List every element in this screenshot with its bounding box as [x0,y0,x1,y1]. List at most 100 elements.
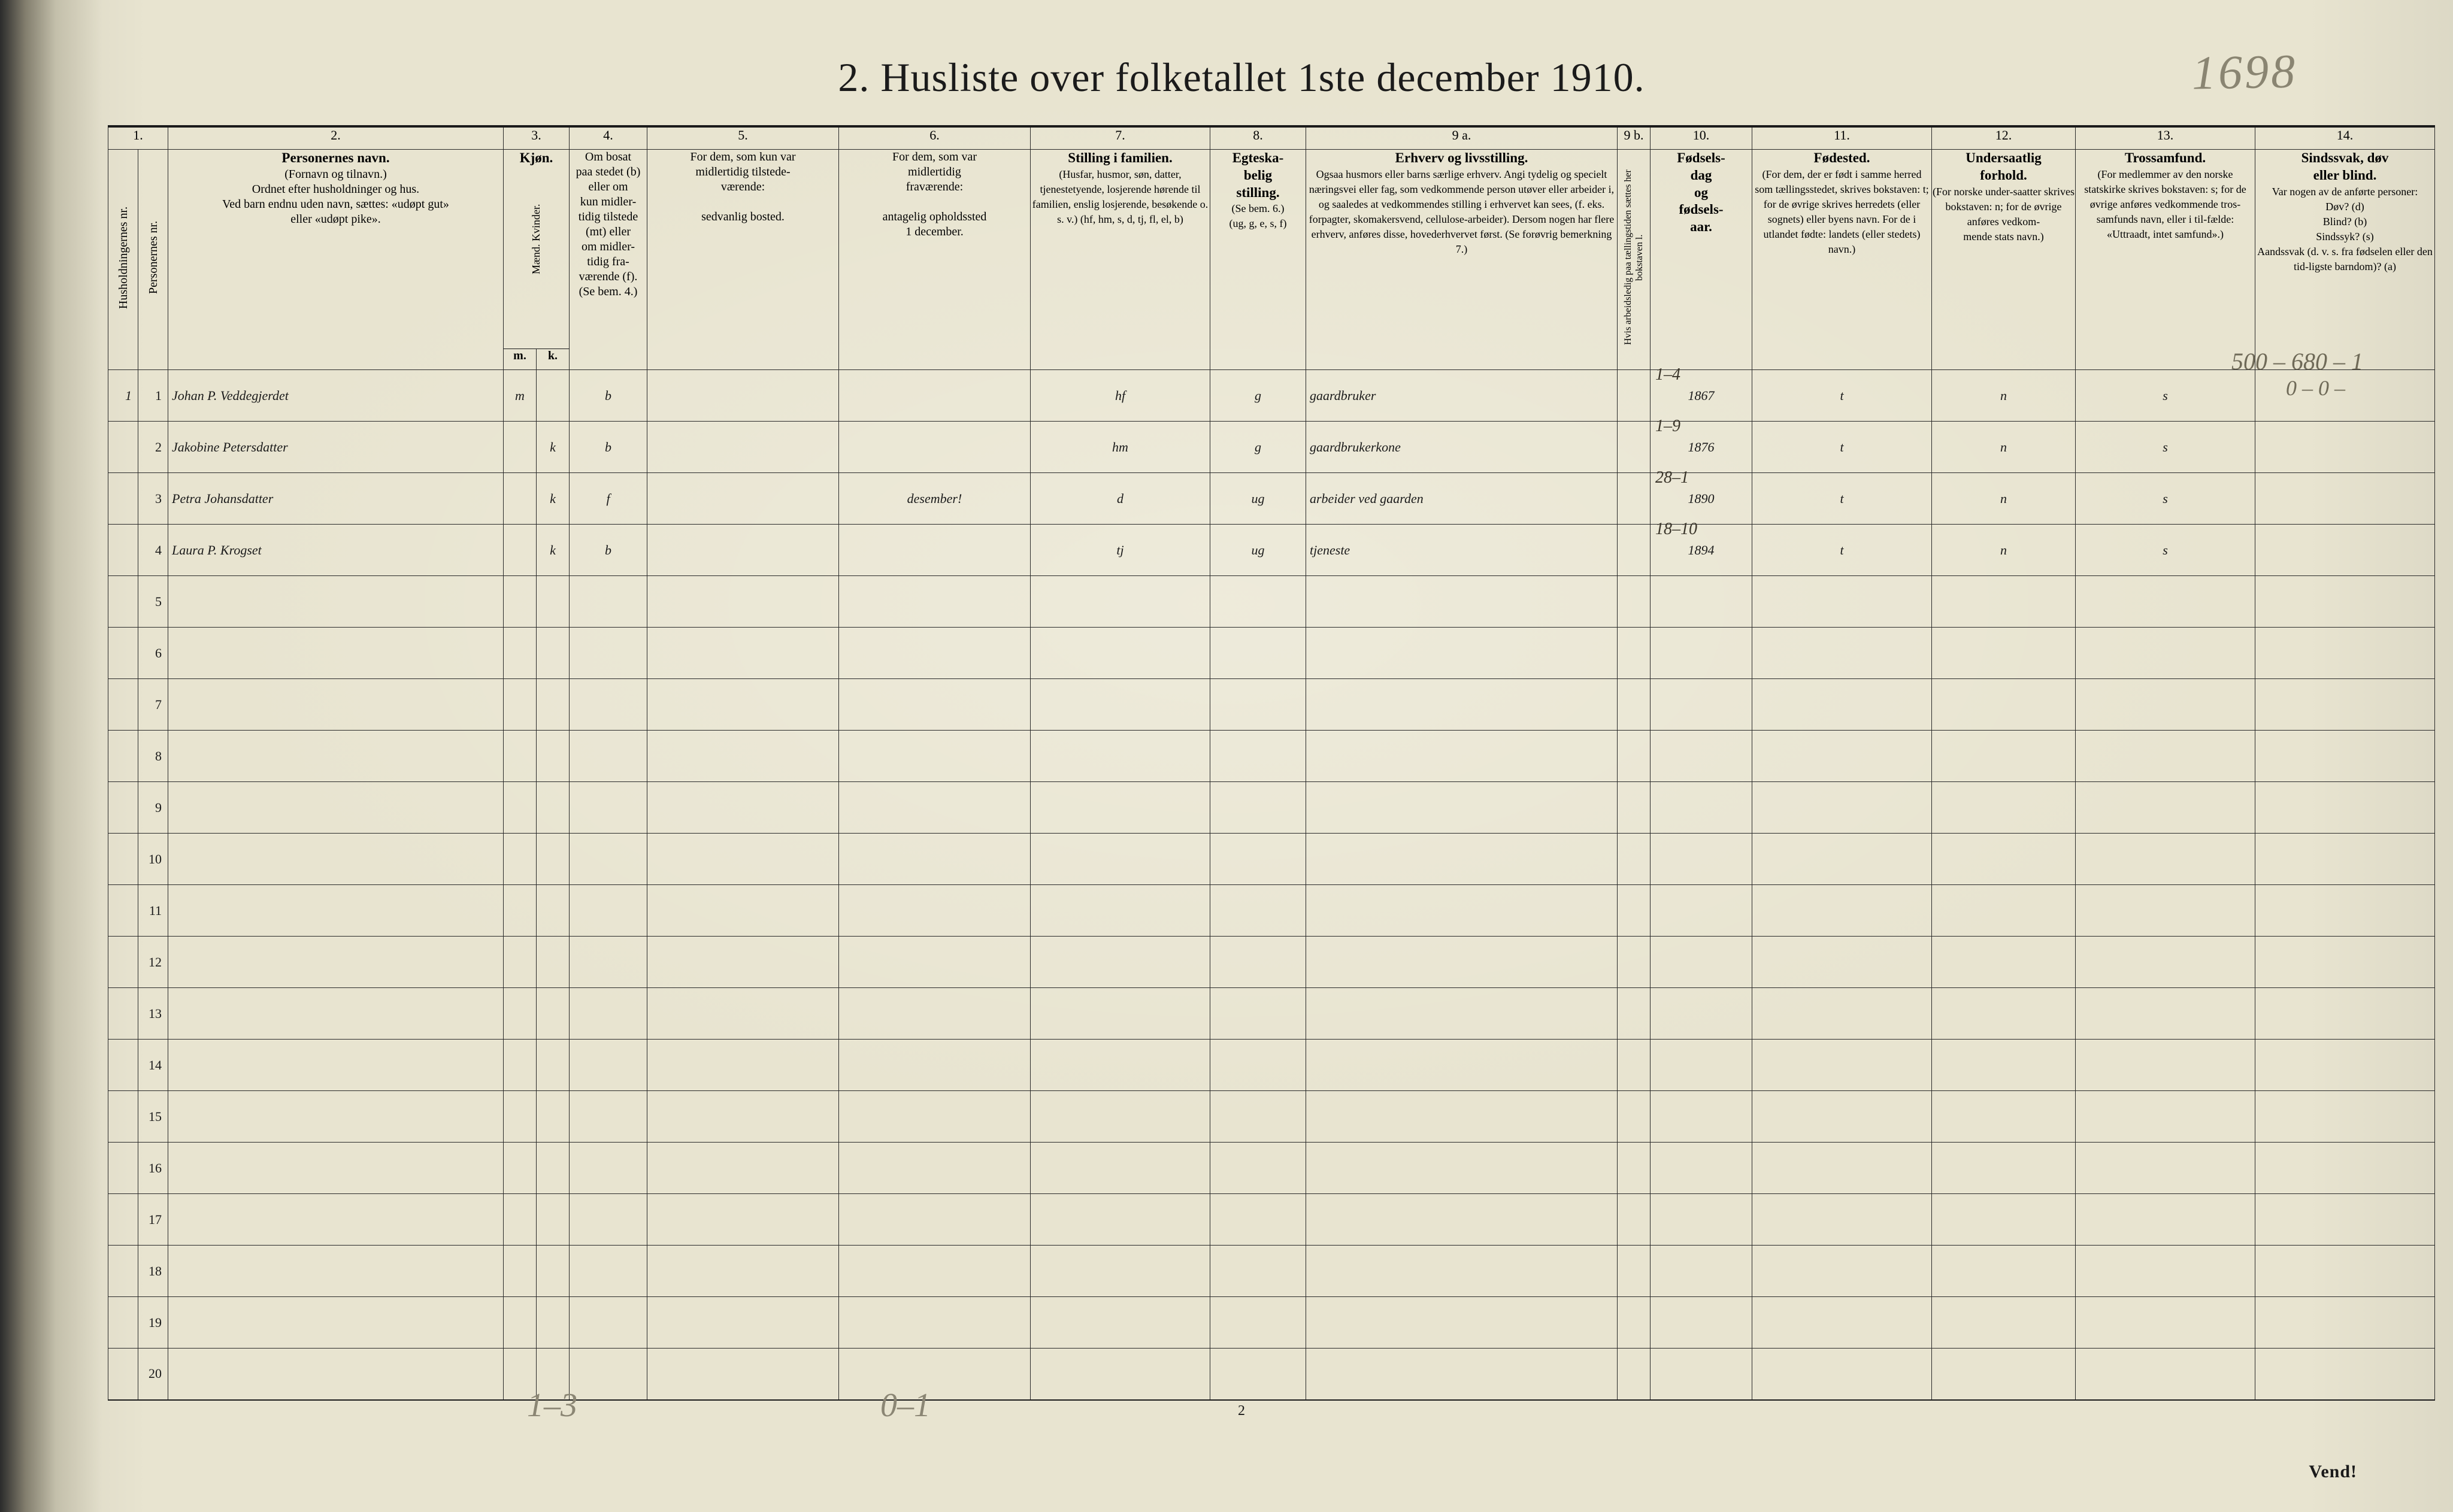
head-bosat: Om bosat paa stedet (b) eller om kun mid… [570,150,647,370]
cell-name: Jakobine Petersdatter [168,422,504,473]
table-row: 4Laura P. Krogsetkbtjugtjeneste189418–10… [108,525,2435,576]
cell-blank [1031,1040,1210,1091]
cell-egte: g [1210,422,1306,473]
cell-blank [1031,576,1210,628]
table-row-blank: 10 [108,834,2435,885]
cell-sex-m [504,422,537,473]
cell-blank [537,1091,570,1143]
cell-blank [1306,731,1618,782]
cell-blank [1306,576,1618,628]
cell-birth: 18761–9 [1651,422,1752,473]
cell-blank [2255,1194,2435,1246]
cell-blank [1651,988,1752,1040]
cell-hh [108,525,138,576]
table-row-blank: 12 [108,937,2435,988]
cell-person-nr: 4 [138,525,168,576]
cell-blank [647,988,839,1040]
cell-blank [1618,1091,1651,1143]
cell-fam: hf [1031,370,1210,422]
cell-blank [2076,782,2255,834]
cell-blank [1210,576,1306,628]
cell-blank [1932,1297,2076,1349]
cell-blank [839,679,1031,731]
cell-arbeidsledig [1618,473,1651,525]
table-row-blank: 5 [108,576,2435,628]
cell-blank [1031,679,1210,731]
cell-blank [168,679,504,731]
cell-blank [2076,576,2255,628]
cell-blank [168,576,504,628]
cell-name: Laura P. Krogset [168,525,504,576]
cell-blank [1306,988,1618,1040]
cell-blank [839,1194,1031,1246]
cell-blank [504,731,537,782]
cell-fam: hm [1031,422,1210,473]
head-familie: Stilling i familien. (Husfar, husmor, sø… [1031,150,1210,370]
birth-day-month: 18–10 [1655,521,1697,538]
cell-mt [647,473,839,525]
cell-bosat: b [570,525,647,576]
cell-blank [1618,988,1651,1040]
cell-blank [504,1246,537,1297]
cell-person-nr: 12 [138,937,168,988]
cell-blank [839,937,1031,988]
cell-sex-k: k [537,473,570,525]
page-header: 2. Husliste over folketallet 1ste decemb… [108,54,2375,101]
cell-bosat: f [570,473,647,525]
cell-bosat: b [570,370,647,422]
cell-person-nr: 15 [138,1091,168,1143]
cell-blank [1210,1143,1306,1194]
cell-blank [839,731,1031,782]
cell-blank [1306,1143,1618,1194]
cell-blank [1752,576,1932,628]
cell-blank [1210,782,1306,834]
cell-blank [1932,834,2076,885]
table-row-blank: 15 [108,1091,2435,1143]
cell-blank [1752,1091,1932,1143]
cell-blank [570,576,647,628]
cell-arbeidsledig [1618,370,1651,422]
cell-person-nr: 5 [138,576,168,628]
cell-hh [108,782,138,834]
table-row-blank: 6 [108,628,2435,679]
table-row-blank: 13 [108,988,2435,1040]
cell-blank [537,1143,570,1194]
cell-blank [1210,1194,1306,1246]
cell-undersaat: n [1932,370,2076,422]
cell-blank [168,834,504,885]
cell-blank [839,1091,1031,1143]
cell-frav [839,525,1031,576]
cell-blank [1651,1297,1752,1349]
cell-blank [1651,679,1752,731]
cell-blank [1932,1194,2076,1246]
cell-blank [1210,628,1306,679]
table-row-blank: 9 [108,782,2435,834]
cell-blank [647,937,839,988]
cell-blank [570,1246,647,1297]
table-head: 1. 2. 3. 4. 5. 6. 7. 8. 9 a. 9 b. 10. 11… [108,126,2435,370]
cell-blank [537,1297,570,1349]
cell-blank [2076,885,2255,937]
table-row: 2Jakobine Petersdatterkbhmggaardbrukerko… [108,422,2435,473]
cell-blank [839,1143,1031,1194]
cell-blank [1752,1194,1932,1246]
cell-blank [1031,1297,1210,1349]
census-page: 2. Husliste over folketallet 1ste decemb… [0,0,2453,1512]
birth-day-month: 1–9 [1655,418,1680,435]
cell-blank [2255,1143,2435,1194]
cell-blank [537,1246,570,1297]
cell-blank [1651,731,1752,782]
cell-hh [108,988,138,1040]
cell-blank [1932,1143,2076,1194]
cell-hh [108,731,138,782]
colnum-9b: 9 b. [1618,126,1651,150]
cell-blank [1618,1297,1651,1349]
cell-frav: desember! [839,473,1031,525]
cell-blank [1306,1297,1618,1349]
cell-blank [1210,1246,1306,1297]
cell-blank [1210,885,1306,937]
table-row-blank: 19 [108,1297,2435,1349]
cell-blank [504,937,537,988]
cell-blank [1306,1194,1618,1246]
cell-blank [168,731,504,782]
